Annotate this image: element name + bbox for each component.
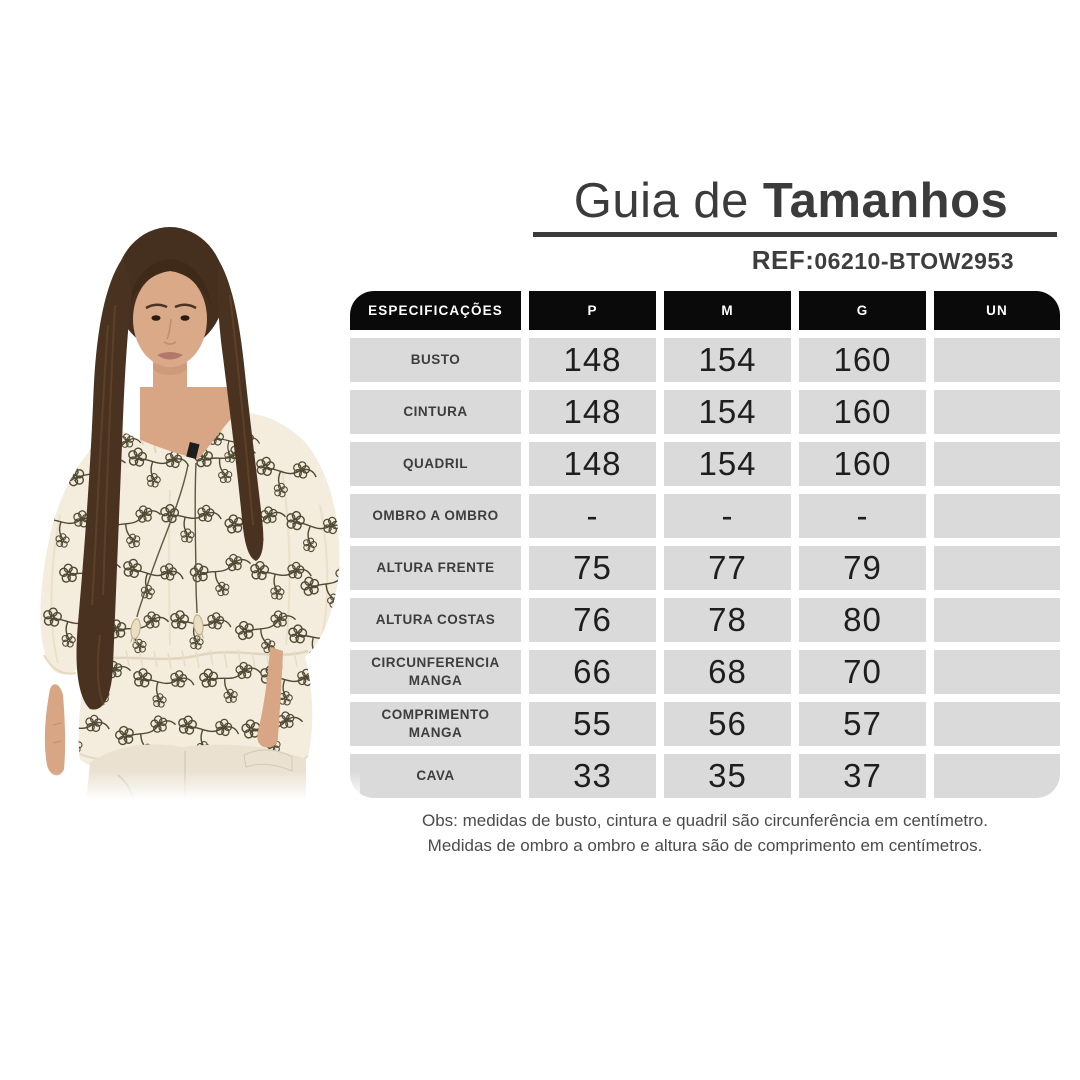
value-cava-un bbox=[934, 754, 1060, 798]
value-ombro-un bbox=[934, 494, 1060, 538]
ref-value: 06210-BTOW2953 bbox=[814, 248, 1014, 274]
ref-label: REF: bbox=[751, 245, 815, 275]
value-cintura-p: 148 bbox=[529, 390, 656, 434]
column-header-especificacoes: ESPECIFICAÇÕES bbox=[350, 291, 521, 330]
row-label-comprimento-manga: COMPRIMENTO MANGA bbox=[350, 702, 521, 746]
photo-fade bbox=[20, 771, 360, 800]
value-circunferencia-manga-p: 66 bbox=[529, 650, 656, 694]
value-altura-costas-m: 78 bbox=[664, 598, 791, 642]
row-label-ombro-a-ombro: OMBRO A OMBRO bbox=[350, 494, 521, 538]
value-circunferencia-manga-un bbox=[934, 650, 1060, 694]
value-busto-m: 154 bbox=[664, 338, 791, 382]
value-cava-p: 33 bbox=[529, 754, 656, 798]
column-header-m: M bbox=[664, 291, 791, 330]
value-quadril-un bbox=[934, 442, 1060, 486]
value-ombro-m: - bbox=[664, 494, 791, 538]
model-photo bbox=[20, 227, 360, 800]
column-header-g: G bbox=[799, 291, 926, 330]
page-title-regular: Guia de bbox=[573, 174, 749, 228]
value-quadril-g: 160 bbox=[799, 442, 926, 486]
row-label-altura-frente: ALTURA FRENTE bbox=[350, 546, 521, 590]
value-ombro-g: - bbox=[799, 494, 926, 538]
value-comprimento-manga-g: 57 bbox=[799, 702, 926, 746]
value-quadril-p: 148 bbox=[529, 442, 656, 486]
neck-tag bbox=[186, 441, 200, 459]
title-underline bbox=[533, 232, 1057, 237]
value-altura-frente-g: 79 bbox=[799, 546, 926, 590]
value-cintura-m: 154 bbox=[664, 390, 791, 434]
neck-tie-cords bbox=[136, 462, 198, 618]
value-comprimento-manga-un bbox=[934, 702, 1060, 746]
row-label-quadril: QUADRIL bbox=[350, 442, 521, 486]
value-altura-costas-un bbox=[934, 598, 1060, 642]
row-label-altura-costas: ALTURA COSTAS bbox=[350, 598, 521, 642]
row-label-busto: BUSTO bbox=[350, 338, 521, 382]
row-label-cintura: CINTURA bbox=[350, 390, 521, 434]
right-hand-in-pocket bbox=[243, 647, 293, 772]
value-busto-p: 148 bbox=[529, 338, 656, 382]
value-ombro-p: - bbox=[529, 494, 656, 538]
value-quadril-m: 154 bbox=[664, 442, 791, 486]
value-busto-un bbox=[934, 338, 1060, 382]
left-hand bbox=[43, 654, 77, 776]
row-label-circunferencia-manga: CIRCUNFERENCIA MANGA bbox=[350, 650, 521, 694]
value-circunferencia-manga-m: 68 bbox=[664, 650, 791, 694]
note-line-1: Obs: medidas de busto, cintura e quadril… bbox=[421, 811, 988, 830]
value-circunferencia-manga-g: 70 bbox=[799, 650, 926, 694]
value-cintura-un bbox=[934, 390, 1060, 434]
page-title-bold: Tamanhos bbox=[762, 174, 1009, 228]
column-header-p: P bbox=[529, 291, 656, 330]
value-cava-m: 35 bbox=[664, 754, 791, 798]
row-label-cava: CAVA bbox=[350, 754, 521, 798]
ref-code: REF:06210-BTOW2953 bbox=[752, 245, 1014, 276]
value-altura-frente-un bbox=[934, 546, 1060, 590]
value-altura-frente-m: 77 bbox=[664, 546, 791, 590]
face bbox=[128, 259, 212, 367]
value-cintura-g: 160 bbox=[799, 390, 926, 434]
column-header-un: UN bbox=[934, 291, 1060, 330]
value-comprimento-manga-p: 55 bbox=[529, 702, 656, 746]
value-altura-costas-g: 80 bbox=[799, 598, 926, 642]
page-title: Guia de Tamanhos bbox=[525, 177, 1057, 226]
size-table: ESPECIFICAÇÕES P M G UN BUSTO 148 154 16… bbox=[350, 291, 1060, 798]
note-line-2: Medidas de ombro a ombro e altura são de… bbox=[427, 836, 983, 855]
value-altura-costas-p: 76 bbox=[529, 598, 656, 642]
measurement-notes: Obs: medidas de busto, cintura e quadril… bbox=[350, 808, 1060, 858]
hair-front bbox=[76, 259, 264, 710]
value-cava-g: 37 bbox=[799, 754, 926, 798]
value-busto-g: 160 bbox=[799, 338, 926, 382]
value-comprimento-manga-m: 56 bbox=[664, 702, 791, 746]
value-altura-frente-p: 75 bbox=[529, 546, 656, 590]
